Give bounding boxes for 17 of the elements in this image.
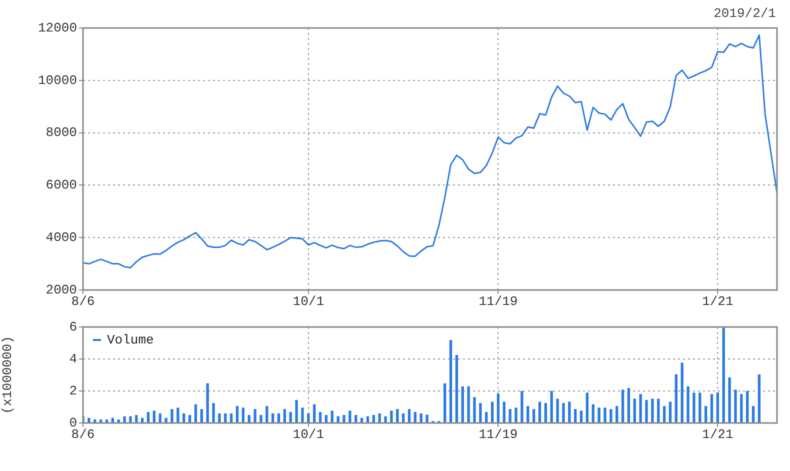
y-tick-label: 4 (69, 351, 78, 366)
x-tick-label: 1/21 (702, 294, 734, 310)
y-tick-label: 12000 (38, 20, 77, 36)
y-tick-label: 4000 (46, 230, 77, 246)
x-tick-label: 1/21 (702, 427, 734, 442)
y-tick-label: 6 (69, 319, 77, 334)
legend-label: Volume (107, 332, 154, 348)
y-tick-label: 6000 (46, 178, 77, 193)
x-tick-label: 10/1 (292, 294, 324, 310)
x-tick-label: 11/19 (478, 427, 518, 442)
y-tick-label: 2 (69, 383, 77, 398)
y-tick-label: 10000 (38, 72, 77, 88)
y-tick-label: 8000 (46, 125, 77, 140)
y-axis-title: (x1000000) (0, 336, 16, 414)
x-tick-label: 10/1 (292, 427, 324, 442)
text: 2019/2/1 (714, 6, 776, 21)
x-tick-label: 11/19 (478, 294, 518, 310)
